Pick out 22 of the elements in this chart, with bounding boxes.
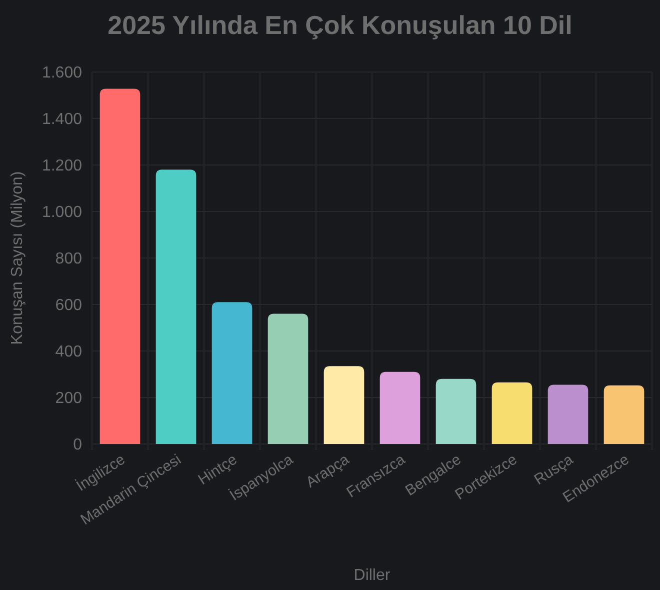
bar <box>100 88 140 444</box>
bar <box>212 302 252 444</box>
bar <box>548 384 588 444</box>
bar <box>436 378 476 444</box>
bar <box>156 170 196 444</box>
y-tick-label: 200 <box>55 390 82 408</box>
y-tick-label: 1.600 <box>42 64 82 82</box>
y-tick-label: 1.400 <box>42 111 82 128</box>
bar <box>380 372 420 444</box>
y-tick-label: 1.000 <box>42 204 82 222</box>
y-tick-label: 800 <box>55 250 82 268</box>
y-axis-title: Konuşan Sayısı (Milyon) <box>9 171 26 345</box>
bar <box>604 385 644 444</box>
y-tick-label: 400 <box>55 344 82 361</box>
bar <box>492 382 532 444</box>
y-tick-label: 600 <box>55 297 82 314</box>
y-tick-label: 0 <box>73 436 82 454</box>
bar <box>268 314 308 444</box>
y-tick-label: 1.200 <box>42 158 82 175</box>
x-axis-title: Diller <box>354 567 391 584</box>
bar <box>324 366 364 444</box>
chart-title: 2025 Yılında En Çok Konuşulan 10 Dil <box>108 10 572 40</box>
